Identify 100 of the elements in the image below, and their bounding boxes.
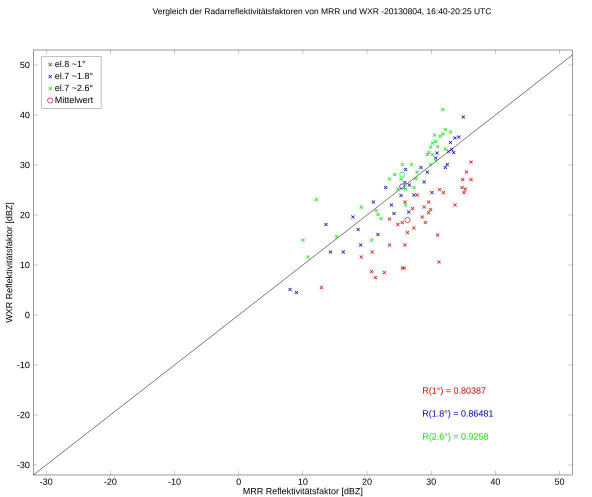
y-tick-label: -30 [17,462,30,468]
point [422,180,426,184]
point [402,243,407,247]
point [428,208,432,212]
point [372,200,376,204]
point [426,200,431,204]
point [402,200,407,204]
point [412,226,416,230]
point [463,187,468,191]
point [396,187,400,191]
point [425,170,430,174]
y-axis-title: WXR Reflektivitätsfaktor [dBZ] [6,202,14,323]
legend-label: Mittelwert [56,96,94,104]
point [410,206,414,210]
point [462,190,466,194]
point [400,162,404,166]
chart-title: Vergleich der Radarreflektivitätsfaktoren von MRR und WXR -20130804, 16:40-20:25 UTC [152,8,492,16]
point [359,205,364,209]
point [430,141,434,145]
point [379,216,384,220]
y-tick-label: 50 [20,62,30,68]
x-tick-label: -10 [168,478,181,485]
point [351,215,355,219]
point [415,193,419,197]
point [356,228,360,232]
legend-label: el.7 ~1.8° [55,72,92,80]
point [359,255,364,259]
point [376,212,380,216]
point [406,230,410,234]
x-tick-label: -30 [40,478,52,485]
point [341,250,346,254]
point [419,166,423,170]
point [428,145,432,149]
y-tick-label: 30 [20,162,30,168]
point [294,290,298,294]
point [456,135,461,139]
point [412,186,416,190]
point [373,276,378,280]
point [426,210,431,214]
point [428,162,432,166]
point [420,215,424,219]
point [358,243,363,247]
point [430,190,434,194]
point [438,188,442,192]
point [443,147,448,151]
point [412,193,416,197]
x-tick-label: 50 [554,478,564,485]
point [424,220,428,224]
point [404,187,408,191]
point [382,270,386,274]
y-tick-label: 0 [25,312,30,318]
point [404,203,408,207]
point [414,176,418,180]
point [320,286,324,290]
y-tick-label: 20 [20,212,30,218]
legend-label: el.7 ~2.6° [55,84,92,92]
point [443,128,448,132]
point [445,162,450,166]
point [409,162,414,166]
point [306,255,310,259]
point [448,140,452,144]
point [443,166,448,170]
point [390,203,394,207]
y-tick-label: -20 [17,412,30,418]
point [406,210,411,214]
point [453,136,457,140]
point [436,144,440,148]
point [374,208,378,212]
point [324,222,328,226]
point [392,172,397,176]
x-tick-label: -20 [104,478,117,485]
x-axis-title: MRR Reflektivitätsfaktor [dBZ] [244,488,362,496]
point [384,186,388,190]
x-tick-label: 30 [426,478,436,485]
annotation: R(2.6°) = 0.9258 [423,432,488,442]
point [432,133,436,137]
point [422,205,426,209]
point [436,233,440,237]
point [461,115,466,119]
point [448,130,452,134]
point [376,232,380,236]
point [438,134,442,138]
point [450,148,454,152]
point [436,260,441,264]
point [399,194,403,198]
point [328,250,332,254]
annotation: R(1°) = 0.80387 [423,387,486,396]
point [435,151,439,155]
point [434,159,438,163]
point [288,288,292,292]
point [300,238,305,242]
point [460,178,465,182]
annotation: R(1.8°) = 0.86481 [423,410,493,418]
point [415,170,419,174]
point [314,198,318,202]
point [434,140,438,144]
x-tick-label: 10 [298,478,308,485]
point [434,156,438,160]
point [441,190,446,194]
y-tick-label: 40 [20,112,30,118]
